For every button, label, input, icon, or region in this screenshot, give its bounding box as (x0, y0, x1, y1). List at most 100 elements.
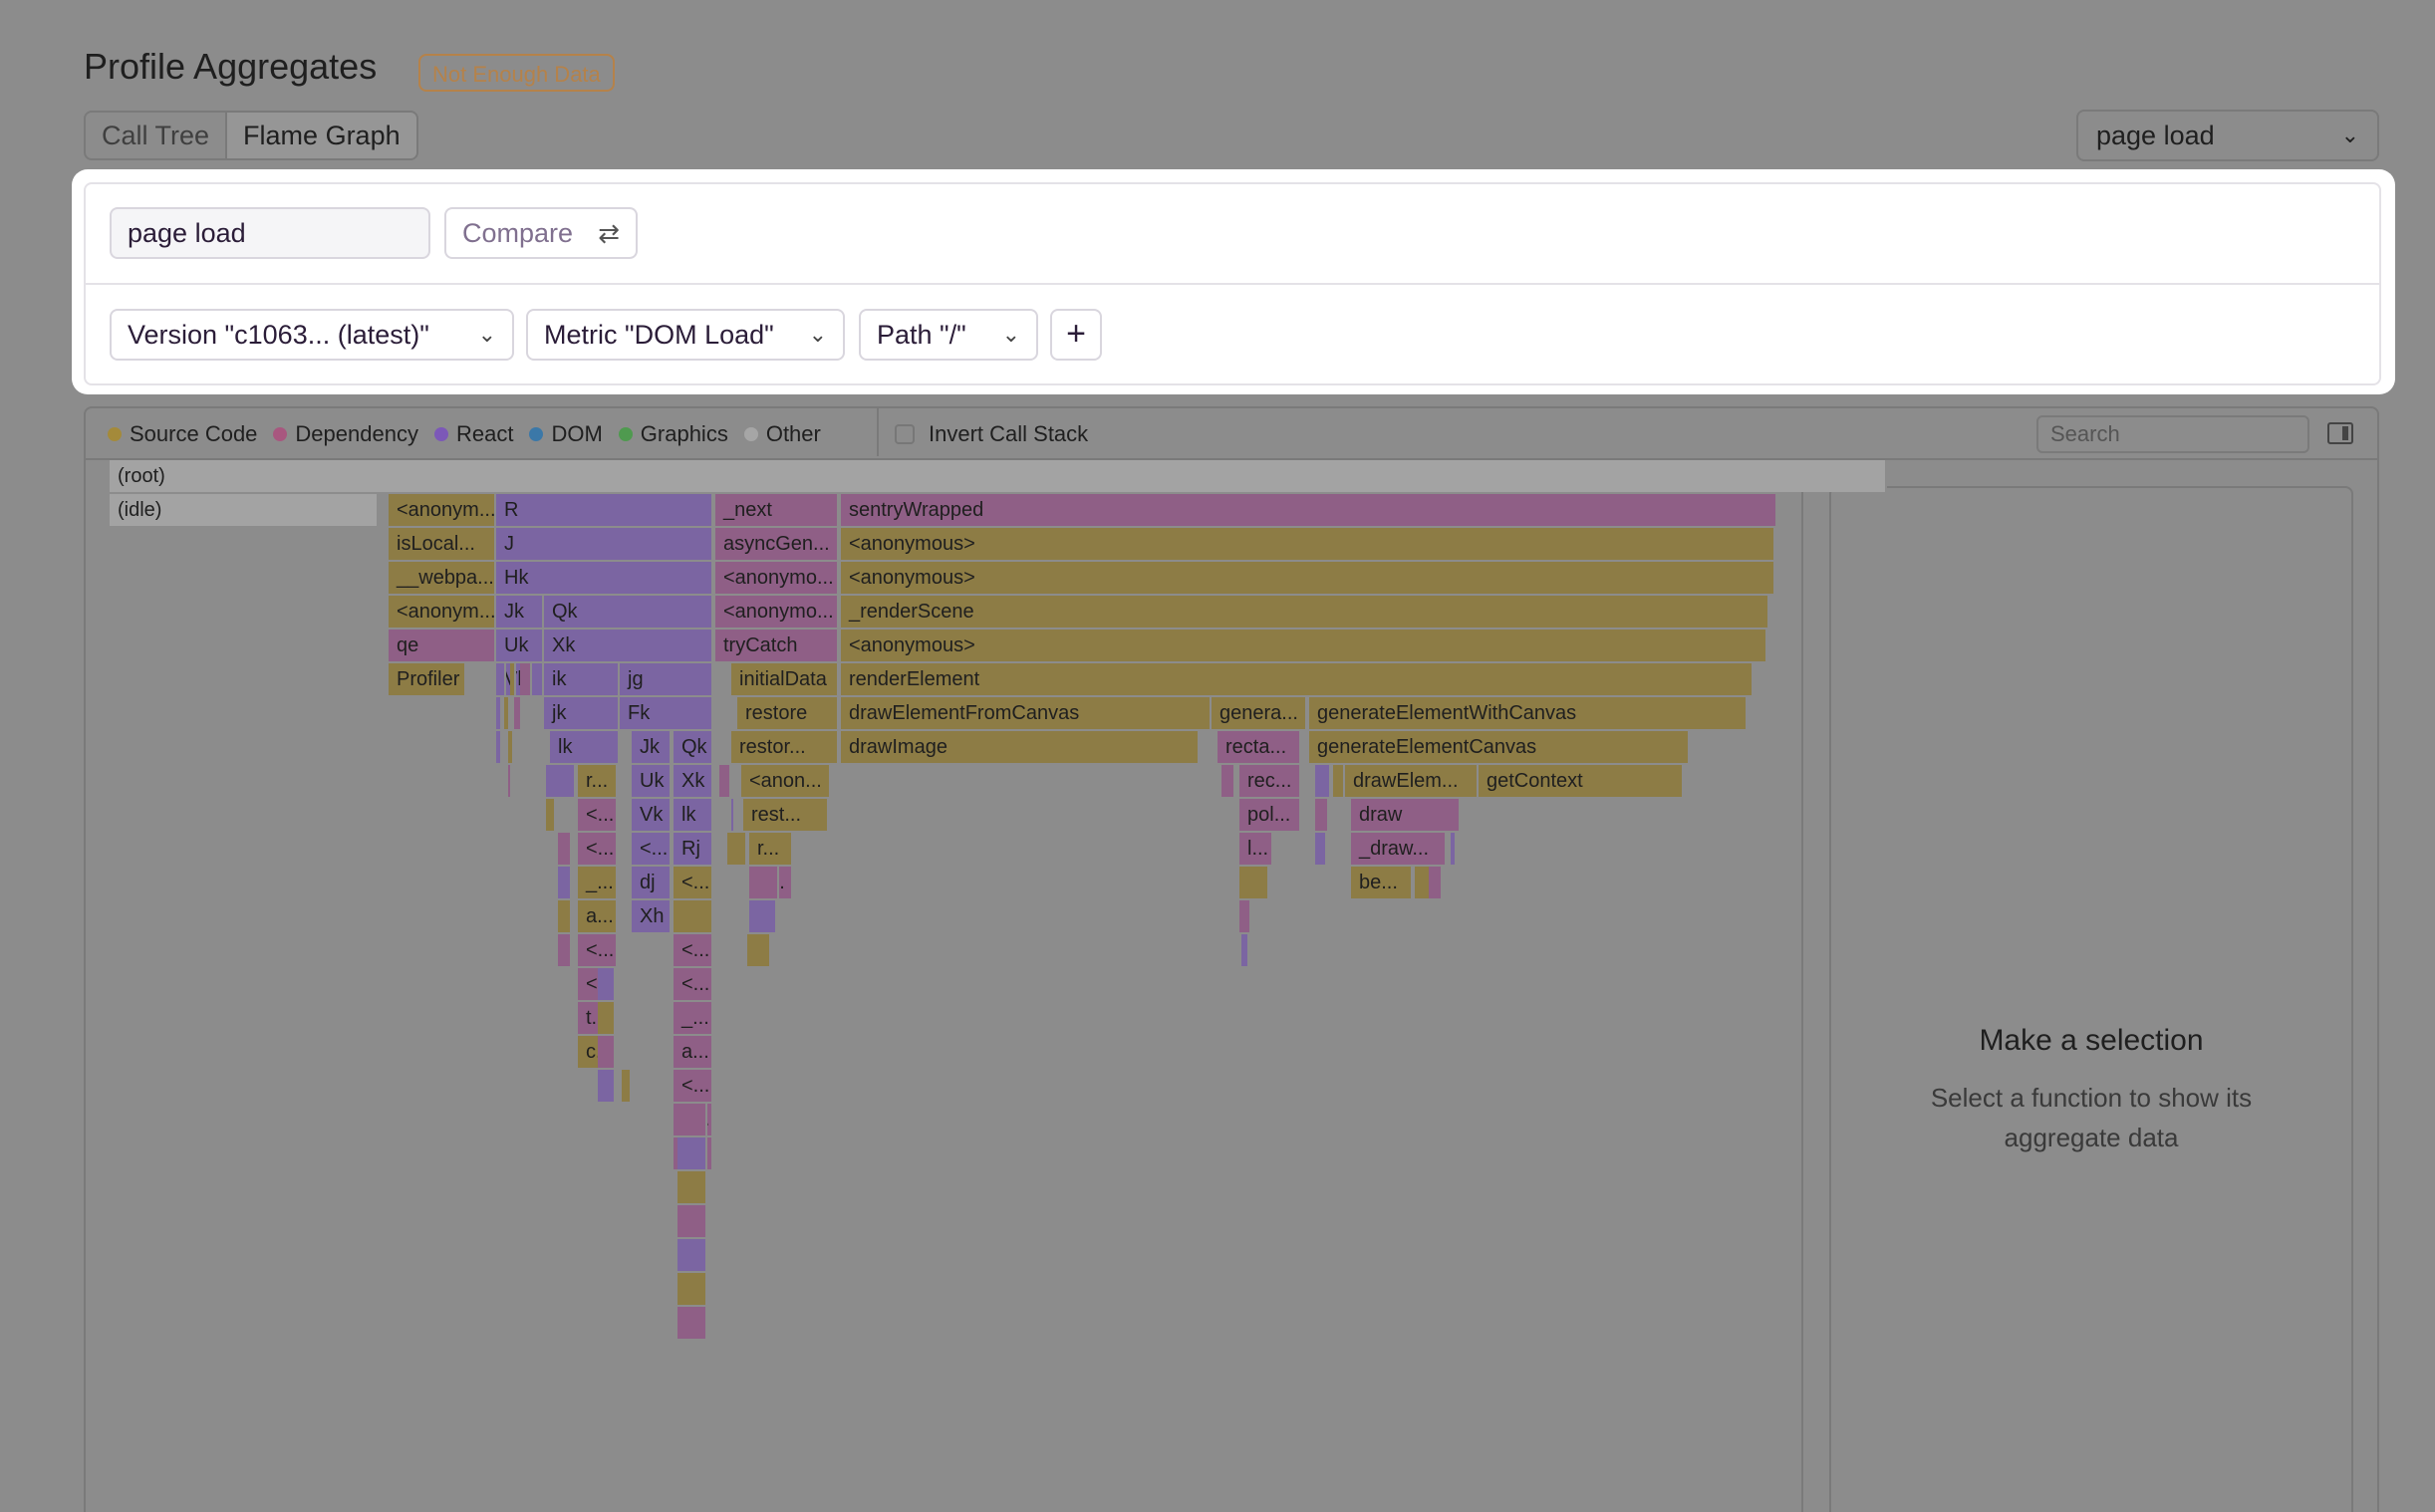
flame-frame[interactable]: draw (1351, 799, 1461, 831)
flame-frame[interactable]: <... (674, 867, 713, 898)
flame-frame[interactable]: (idle) (110, 494, 379, 526)
flame-frame[interactable]: _... (578, 867, 618, 898)
flame-frame-sliver[interactable] (677, 1239, 707, 1271)
flame-frame[interactable]: <anonymo... (715, 596, 839, 628)
flame-frame-sliver[interactable] (510, 663, 516, 695)
flame-frame-sliver[interactable] (677, 1137, 707, 1169)
flame-frame-sliver[interactable] (749, 900, 777, 932)
flame-frame-sliver[interactable] (1429, 867, 1443, 898)
flame-frame[interactable]: <anonymous> (841, 630, 1767, 661)
flame-frame-sliver[interactable] (514, 697, 522, 729)
flamegraph-search-input[interactable]: Search (2036, 415, 2309, 453)
flame-frame[interactable]: r... (749, 833, 793, 865)
flame-frame-sliver[interactable] (520, 663, 532, 695)
flame-frame[interactable]: <anon... (741, 765, 831, 797)
flame-frame[interactable]: <... (578, 799, 618, 831)
flame-frame-sliver[interactable] (1239, 867, 1269, 898)
flame-frame-sliver[interactable] (496, 697, 502, 729)
flame-frame[interactable]: genera... (1212, 697, 1307, 729)
flame-frame[interactable]: rest... (743, 799, 829, 831)
flame-frame[interactable]: _draw... (1351, 833, 1447, 865)
flame-frame-sliver[interactable] (677, 1104, 707, 1135)
flame-frame-sliver[interactable] (558, 867, 572, 898)
flame-frame[interactable]: Profiler (389, 663, 466, 695)
flame-frame[interactable]: Vk (632, 799, 672, 831)
flame-frame[interactable]: Jk (632, 731, 672, 763)
flame-frame-sliver[interactable] (508, 731, 514, 763)
filter-path[interactable]: Path "/" ⌄ (859, 309, 1038, 361)
flame-frame[interactable]: renderElement (841, 663, 1754, 695)
flame-frame-sliver[interactable] (546, 799, 556, 831)
flame-frame[interactable]: __webpa... (389, 562, 496, 594)
flame-frame[interactable]: lk (674, 799, 713, 831)
flame-frame[interactable]: getContext (1479, 765, 1684, 797)
flame-frame-sliver[interactable] (598, 968, 616, 1000)
flame-frame[interactable]: Xk (544, 630, 713, 661)
flame-frame[interactable]: asyncGen... (715, 528, 839, 560)
flame-frame-sliver[interactable] (677, 1307, 707, 1339)
flame-frame[interactable]: <... (674, 934, 713, 966)
flame-frame[interactable]: jg (620, 663, 713, 695)
filter-version[interactable]: Version "c1063... (latest)" ⌄ (110, 309, 514, 361)
flame-frame[interactable]: <... (578, 934, 618, 966)
flame-frame-sliver[interactable] (1315, 765, 1331, 797)
flame-frame[interactable]: _next (715, 494, 839, 526)
flame-frame[interactable]: pol... (1239, 799, 1301, 831)
flame-frame[interactable]: sentryWrapped (841, 494, 1777, 526)
flame-frame[interactable]: <anonym... (389, 494, 496, 526)
flame-frame[interactable]: generateElementWithCanvas (1309, 697, 1748, 729)
flame-frame-sliver[interactable] (719, 765, 731, 797)
flame-frame[interactable]: jk (544, 697, 620, 729)
flame-frame[interactable]: <anonymous> (841, 562, 1775, 594)
flame-frame-sliver[interactable] (622, 1070, 632, 1102)
flame-frame[interactable]: <anonymo... (715, 562, 839, 594)
flame-frame[interactable]: l... (1239, 833, 1273, 865)
flame-frame-sliver[interactable] (1333, 765, 1345, 797)
sidebar-toggle-icon[interactable] (2327, 422, 2353, 444)
tab-flame-graph[interactable]: Flame Graph (225, 113, 416, 158)
flame-frame[interactable]: <... (632, 833, 672, 865)
flame-frame[interactable]: Qk (674, 731, 713, 763)
flame-frame[interactable]: Jk (496, 596, 544, 628)
flame-frame[interactable]: restore (737, 697, 839, 729)
flame-frame[interactable]: Xk (674, 765, 713, 797)
flame-frame[interactable]: tryCatch (715, 630, 839, 661)
checkbox[interactable] (895, 424, 915, 444)
flame-frame[interactable]: Uk (632, 765, 672, 797)
flame-frame-sliver[interactable] (1315, 799, 1329, 831)
flame-frame[interactable]: a... (578, 900, 618, 932)
flame-frame-sliver[interactable] (1451, 833, 1457, 865)
flame-frame-sliver[interactable] (1315, 833, 1327, 865)
flame-frame-sliver[interactable] (727, 833, 747, 865)
flame-frame-sliver[interactable] (747, 934, 771, 966)
flame-frame[interactable]: restor... (731, 731, 839, 763)
flame-frame-sliver[interactable] (498, 663, 506, 695)
flame-frame-sliver[interactable] (546, 765, 576, 797)
filter-metric[interactable]: Metric "DOM Load" ⌄ (526, 309, 845, 361)
flame-frame[interactable]: J (496, 528, 713, 560)
flame-frame-sliver[interactable] (674, 900, 713, 932)
flame-frame[interactable]: r... (578, 765, 618, 797)
flame-frame-sliver[interactable] (677, 1205, 707, 1237)
flame-frame[interactable]: Qk (544, 596, 713, 628)
flame-frame[interactable]: _renderScene (841, 596, 1769, 628)
flame-frame[interactable]: initialData (731, 663, 839, 695)
flame-frame[interactable]: dj (632, 867, 672, 898)
flame-frame[interactable]: <anonymous> (841, 528, 1775, 560)
flame-frame[interactable]: generateElementCanvas (1309, 731, 1690, 763)
flame-frame[interactable]: <... (674, 1070, 713, 1102)
flame-frame[interactable]: Rj (674, 833, 713, 865)
flame-frame[interactable]: ik (544, 663, 620, 695)
transaction-search-input[interactable]: page load (110, 207, 430, 259)
flame-frame[interactable]: isLocal... (389, 528, 496, 560)
flame-frame[interactable]: rec... (1239, 765, 1301, 797)
compare-button[interactable]: Compare ⇄ (444, 207, 638, 259)
tab-call-tree[interactable]: Call Tree (102, 121, 210, 150)
flame-frame[interactable]: Hk (496, 562, 713, 594)
flame-frame[interactable]: Xh (632, 900, 672, 932)
flame-frame-sliver[interactable] (1221, 765, 1235, 797)
flame-frame[interactable]: recta... (1218, 731, 1301, 763)
flame-frame-sliver[interactable] (508, 765, 512, 797)
flame-frame-sliver[interactable] (558, 900, 572, 932)
flame-frame-sliver[interactable] (598, 1036, 616, 1068)
